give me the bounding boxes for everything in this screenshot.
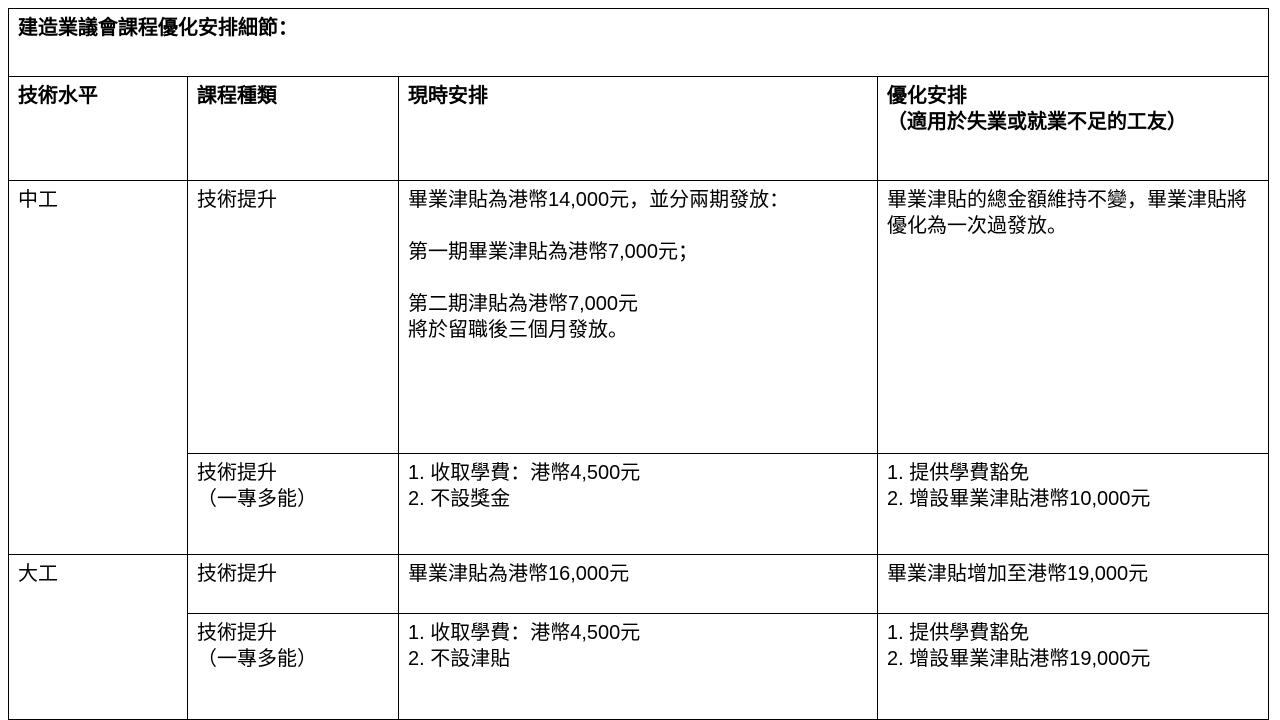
table-row: 中工 技術提升 畢業津貼為港幣14,000元，並分兩期發放： 第一期畢業津貼為港… [8,180,1269,555]
table-title: 建造業議會課程優化安排細節： [8,8,1269,77]
optimized-arrangement-cell: 1. 提供學費豁免 2. 增設畢業津貼港幣19,000元 [877,613,1269,720]
header-skill-level: 技術水平 [8,76,188,181]
course-type-cell: 技術提升 [187,180,399,454]
course-type-cell: 技術提升 （一專多能） [187,453,399,555]
header-current-arrangement: 現時安排 [398,76,878,181]
optimized-arrangement-cell: 畢業津貼增加至港幣19,000元 [877,554,1269,614]
optimized-arrangement-cell: 畢業津貼的總金額維持不變，畢業津貼將優化為一次過發放。 [877,180,1269,454]
course-optimization-table: 建造業議會課程優化安排細節： 技術水平 課程種類 現時安排 優化安排 （適用於失… [8,8,1269,720]
skill-level-cell: 中工 [8,180,188,555]
header-course-type: 課程種類 [187,76,399,181]
header-optimized-arrangement: 優化安排 （適用於失業或就業不足的工友） [877,76,1269,181]
header-row: 技術水平 課程種類 現時安排 優化安排 （適用於失業或就業不足的工友） [8,76,1269,181]
current-arrangement-cell: 畢業津貼為港幣14,000元，並分兩期發放： 第一期畢業津貼為港幣7,000元；… [398,180,878,454]
course-type-cell: 技術提升 （一專多能） [187,613,399,720]
table-row: 技術提升 （一專多能） 1. 收取學費：港幣4,500元 2. 不設獎金 1. … [9,453,1269,555]
current-arrangement-cell: 1. 收取學費：港幣4,500元 2. 不設津貼 [398,613,878,720]
current-arrangement-cell: 1. 收取學費：港幣4,500元 2. 不設獎金 [398,453,878,555]
table-row: 大工 技術提升 畢業津貼為港幣16,000元 畢業津貼增加至港幣19,000元 [8,554,1269,720]
current-arrangement-cell: 畢業津貼為港幣16,000元 [398,554,878,614]
table-row: 技術提升 （一專多能） 1. 收取學費：港幣4,500元 2. 不設津貼 1. … [9,613,1269,720]
course-type-cell: 技術提升 [187,554,399,614]
optimized-arrangement-cell: 1. 提供學費豁免 2. 增設畢業津貼港幣10,000元 [877,453,1269,555]
skill-level-cell: 大工 [8,554,188,720]
title-row: 建造業議會課程優化安排細節： [8,8,1269,77]
